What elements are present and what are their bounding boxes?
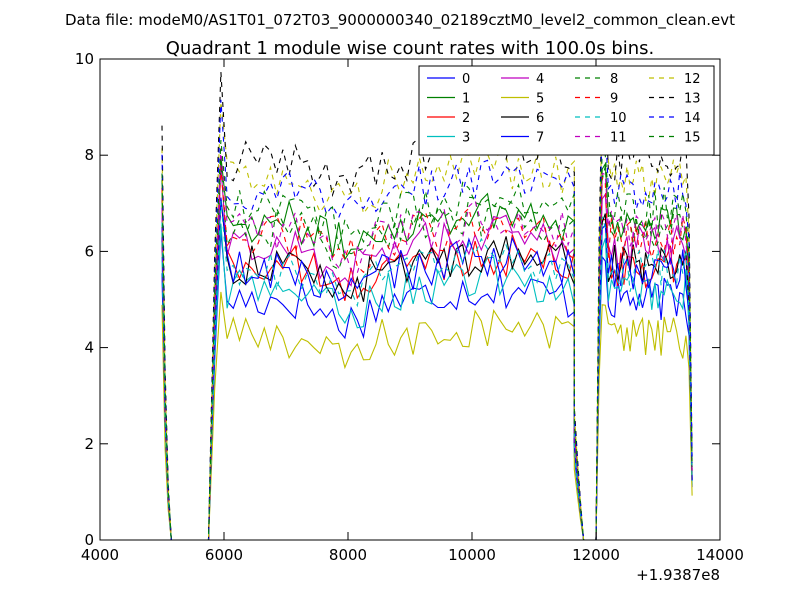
legend-frame — [418, 65, 715, 156]
x-tick-label: 12000 — [572, 546, 620, 564]
y-tick-label: 0 — [84, 531, 94, 549]
legend-label-12: 12 — [684, 72, 701, 87]
legend-label-11: 11 — [610, 131, 627, 146]
x-tick-label: 8000 — [329, 546, 367, 564]
y-tick-label: 6 — [84, 242, 94, 260]
legend-label-6: 6 — [536, 111, 544, 126]
y-tick-label: 2 — [84, 435, 94, 453]
legend-label-15: 15 — [684, 131, 701, 146]
legend-label-14: 14 — [684, 111, 701, 126]
legend-label-2: 2 — [462, 111, 470, 126]
legend-label-7: 7 — [536, 131, 544, 146]
chart-title: Quadrant 1 module wise count rates with … — [166, 38, 655, 59]
legend-label-4: 4 — [536, 72, 544, 87]
x-tick-label: 10000 — [448, 546, 496, 564]
legend-label-5: 5 — [536, 92, 544, 107]
series-line-11 — [161, 148, 693, 541]
x-tick-label: 4000 — [81, 546, 119, 564]
y-tick-label: 10 — [75, 50, 94, 68]
y-tick-label: 4 — [84, 339, 94, 357]
series-line-14 — [161, 99, 693, 541]
series-line-13 — [161, 71, 693, 541]
series-line-1 — [161, 156, 693, 541]
series-line-9 — [161, 167, 693, 541]
legend-label-10: 10 — [610, 111, 627, 126]
legend-label-8: 8 — [610, 72, 618, 87]
series-line-0 — [161, 231, 693, 541]
legend-label-9: 9 — [610, 92, 618, 107]
series-lines — [161, 71, 693, 541]
series-line-5 — [161, 291, 693, 541]
y-tick-label: 8 — [84, 146, 94, 164]
x-offset-label: +1.9387e8 — [636, 566, 720, 584]
series-line-10 — [161, 201, 693, 541]
legend-label-0: 0 — [462, 72, 470, 87]
series-line-7 — [161, 197, 693, 541]
series-line-8 — [161, 162, 693, 541]
x-tick-label: 14000 — [696, 546, 744, 564]
chart-suptitle: Data file: modeM0/AS1T01_072T03_90000003… — [65, 11, 735, 30]
legend-label-13: 13 — [684, 92, 701, 107]
legend-label-1: 1 — [462, 92, 470, 107]
series-line-12 — [161, 101, 693, 541]
legend-label-3: 3 — [462, 131, 470, 146]
plot-frame — [99, 58, 721, 541]
series-line-6 — [161, 198, 693, 541]
x-tick-label: 6000 — [205, 546, 243, 564]
series-line-3 — [161, 223, 693, 541]
